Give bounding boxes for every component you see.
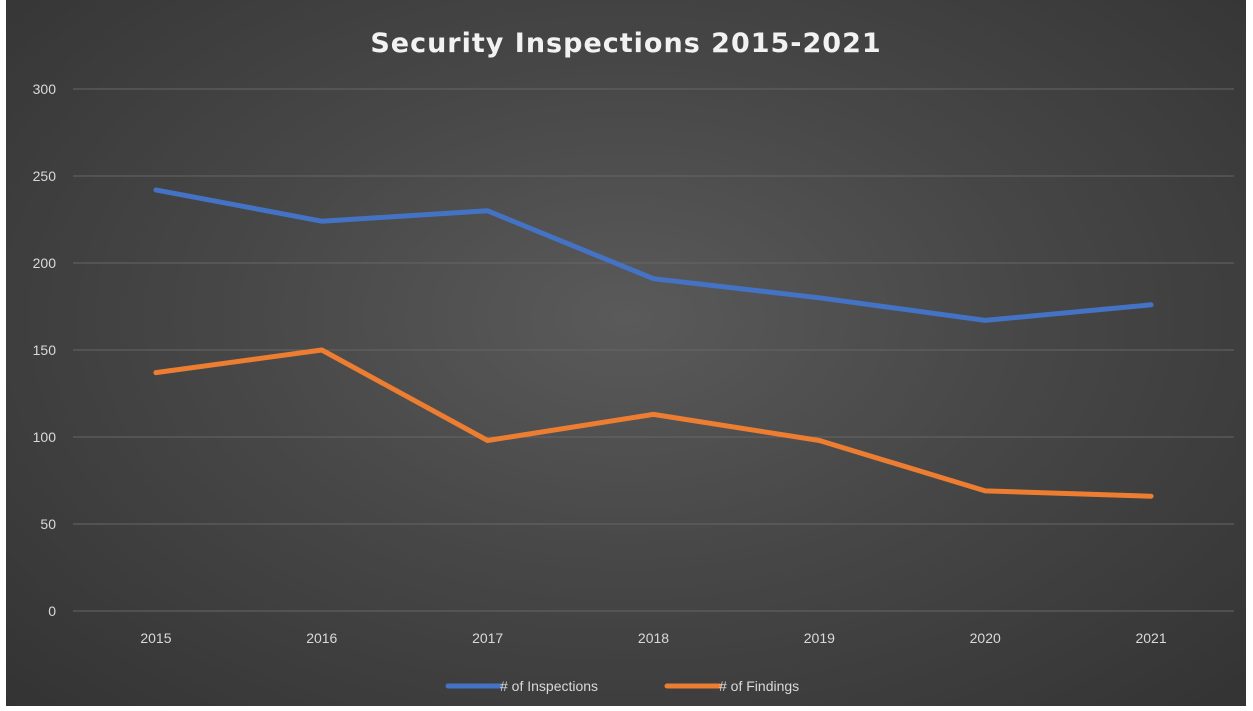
legend-label: # of Findings <box>719 678 799 694</box>
x-tick-label: 2015 <box>140 630 171 646</box>
x-tick-label: 2019 <box>804 630 835 646</box>
x-tick-label: 2021 <box>1135 630 1166 646</box>
x-tick-label: 2017 <box>472 630 503 646</box>
legend-label: # of Inspections <box>500 678 598 694</box>
chart-area: Security Inspections 2015-2021 0 50 100 150… <box>6 0 1246 706</box>
y-tick-label: 0 <box>48 603 56 619</box>
y-axis-ticks: 0 50 100 150 200 250 300 <box>33 81 57 619</box>
y-tick-label: 300 <box>33 81 57 97</box>
y-tick-label: 250 <box>33 168 57 184</box>
x-tick-label: 2016 <box>306 630 337 646</box>
y-tick-label: 100 <box>33 429 57 445</box>
y-tick-label: 200 <box>33 255 57 271</box>
legend: # of Inspections # of Findings <box>445 678 799 694</box>
series-lines <box>153 187 1154 499</box>
x-axis-ticks: 2015 2016 2017 2018 2019 2020 2021 <box>140 630 1167 646</box>
line-chart: Security Inspections 2015-2021 0 50 100 150… <box>33 28 1234 694</box>
series-line-1 <box>153 187 1154 323</box>
chart-title: Security Inspections 2015-2021 <box>370 28 881 59</box>
y-tick-label: 50 <box>40 516 56 532</box>
y-tick-label: 150 <box>33 342 57 358</box>
gridlines <box>73 88 1234 612</box>
x-tick-label: 2018 <box>638 630 669 646</box>
x-tick-label: 2020 <box>970 630 1001 646</box>
series-line-2 <box>153 347 1154 499</box>
